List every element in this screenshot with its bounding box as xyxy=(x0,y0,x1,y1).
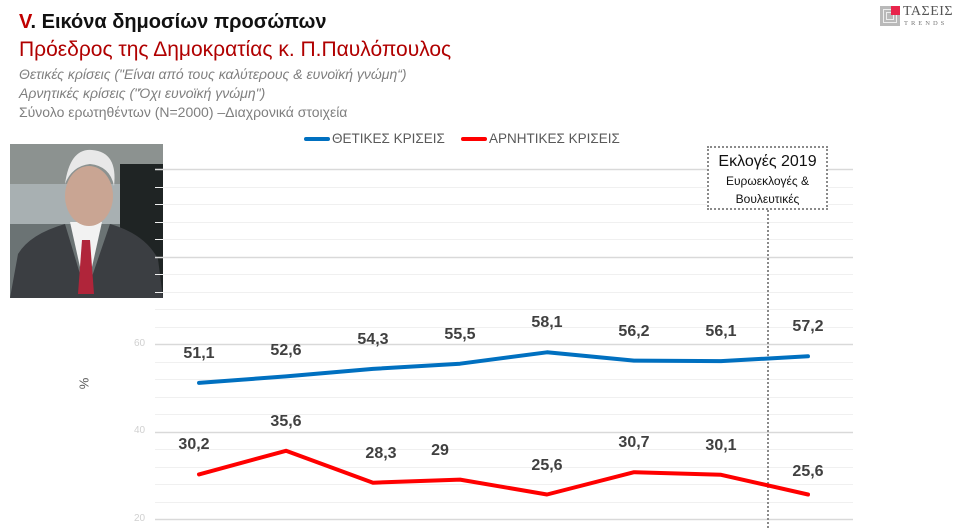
data-label: 28,3 xyxy=(365,444,397,462)
section-title: . Εικόνα δημοσίων προσώπων xyxy=(30,11,327,33)
portrait-photo xyxy=(10,144,163,298)
data-label: 56,1 xyxy=(705,323,737,341)
y-axis-title: % xyxy=(76,377,92,390)
data-label: 52,6 xyxy=(270,342,302,360)
note-negative: Αρνητικές κρίσεις ("Όχι ευνοϊκή γνώμη") xyxy=(19,85,266,101)
callout-title: Εκλογές 2019 xyxy=(718,153,817,170)
chart-gridlines xyxy=(155,168,853,521)
callout-line2: Βουλευτικές xyxy=(735,192,800,206)
data-label: 30,2 xyxy=(178,436,210,454)
data-label: 25,6 xyxy=(792,462,824,480)
section-numeral: V xyxy=(19,11,31,33)
portrait-image-icon xyxy=(10,144,163,298)
data-label: 55,5 xyxy=(444,325,476,343)
data-label: 30,7 xyxy=(618,434,650,452)
callout-line1: Ευρωεκλογές & xyxy=(725,174,810,188)
y-tick-40: 40 xyxy=(134,425,146,436)
legend-label-negative: ΑΡΝΗΤΙΚΕΣ ΚΡΙΣΕΙΣ xyxy=(489,131,620,146)
legend-item-positive: ΘΕΤΙΚΕΣ ΚΡΙΣΕΙΣ xyxy=(304,131,445,146)
data-label: 25,6 xyxy=(531,456,563,474)
page-title: V. Εικόνα δημοσίων προσώπων xyxy=(19,11,327,34)
y-tick-60: 60 xyxy=(134,338,146,349)
logo: ΤΑΣΕΙΣ TRENDS xyxy=(880,4,955,31)
data-label: 54,3 xyxy=(357,330,389,348)
data-label: 29 xyxy=(431,441,449,459)
series-line-positive xyxy=(197,350,810,385)
data-label: 35,6 xyxy=(270,412,302,430)
data-label: 30,1 xyxy=(705,436,737,454)
data-label: 51,1 xyxy=(183,344,215,362)
logo-subtext: TRENDS xyxy=(904,20,948,27)
legend-item-negative: ΑΡΝΗΤΙΚΕΣ ΚΡΙΣΕΙΣ xyxy=(461,131,620,146)
logo-wordmark: ΤΑΣΕΙΣ xyxy=(903,4,954,19)
legend-label-positive: ΘΕΤΙΚΕΣ ΚΡΙΣΕΙΣ xyxy=(332,131,445,146)
y-tick-20: 20 xyxy=(134,513,146,524)
note-sample: Σύνολο ερωτηθέντων (N=2000) –Διαχρονικά … xyxy=(19,104,348,120)
series-line-negative xyxy=(197,448,810,497)
note-positive: Θετικές κρίσεις ("Είναι από τους καλύτερ… xyxy=(19,66,407,82)
data-label: 56,2 xyxy=(618,322,650,340)
page-subtitle: Πρόεδρος της Δημοκρατίας κ. Π.Παυλόπουλο… xyxy=(19,38,452,61)
legend-swatch-red-icon xyxy=(461,136,487,141)
legend-swatch-blue-icon xyxy=(304,136,330,141)
data-label: 58,1 xyxy=(531,314,563,332)
logo-mark-icon xyxy=(880,6,900,26)
data-label: 57,2 xyxy=(792,318,824,336)
election-callout: Εκλογές 2019 Ευρωεκλογές & Βουλευτικές xyxy=(707,146,828,210)
